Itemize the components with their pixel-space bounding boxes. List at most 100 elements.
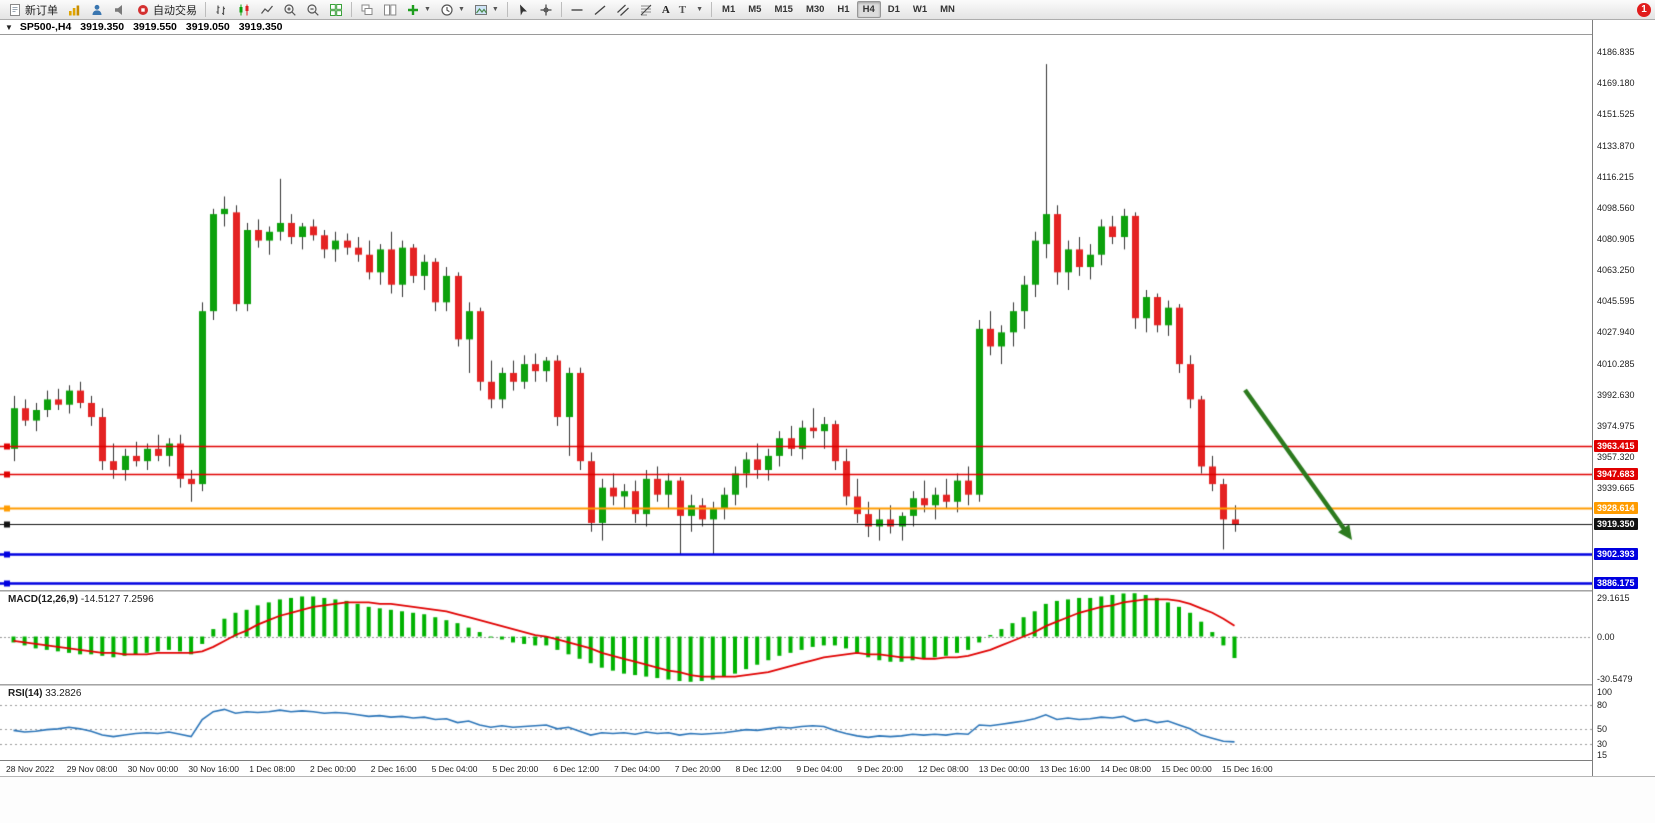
price-axis-tick: 4116.215: [1597, 171, 1634, 182]
trendline-button[interactable]: [589, 1, 611, 19]
price-level-tag[interactable]: 3947.683: [1594, 468, 1638, 481]
line-chart-button[interactable]: [256, 1, 278, 19]
time-axis-label: 9 Dec 04:00: [796, 764, 843, 774]
rsi-value: 33.2826: [45, 688, 82, 699]
zoom-in-button[interactable]: [279, 1, 301, 19]
time-axis-label: 28 Nov 2022: [6, 764, 55, 774]
auto-trading-label: 自动交易: [153, 4, 197, 17]
timeframe-button-mn[interactable]: MN: [934, 1, 961, 18]
time-axis-label: 13 Dec 16:00: [1039, 764, 1091, 774]
chart-window-button[interactable]: [63, 1, 85, 19]
clock-icon: [441, 3, 453, 16]
candlestick-icon: [239, 4, 249, 15]
text-label-button[interactable]: T: [675, 1, 690, 19]
price-axis[interactable]: 4186.835 4169.180 4151.525 4133.870 4116.215…: [1592, 20, 1655, 776]
cascade-windows-button[interactable]: [356, 1, 378, 19]
time-axis-label: 7 Dec 20:00: [674, 764, 721, 774]
chevron-down-icon: ▼: [424, 6, 431, 13]
time-axis-label: 13 Dec 00:00: [978, 764, 1030, 774]
text-button[interactable]: A: [658, 1, 674, 19]
zoom-out-icon: [307, 3, 319, 16]
price-axis-tick: 3992.630: [1597, 389, 1635, 400]
market-watch-button[interactable]: [86, 1, 108, 19]
time-axis-label: 9 Dec 20:00: [857, 764, 904, 774]
bar-chart-button[interactable]: [210, 1, 232, 19]
rsi-indicator-pane[interactable]: [0, 686, 1592, 760]
rsi-header: RSI(14) 33.2826: [6, 688, 84, 699]
new-order-button[interactable]: 新订单: [4, 1, 62, 19]
tile-windows-icon: [330, 3, 342, 16]
macd-scale-label: -30.5479: [1597, 674, 1633, 684]
timeframe-button-h4[interactable]: H4: [856, 1, 881, 18]
tile-vertical-button[interactable]: [379, 1, 401, 19]
macd-header: MACD(12,26,9) -14.5127 7.2596: [6, 594, 156, 605]
timeframe-button-h1[interactable]: H1: [831, 1, 855, 18]
auto-trading-icon: [138, 4, 148, 15]
chevron-down-icon: ▼: [491, 6, 499, 13]
line-chart-icon: [260, 5, 274, 14]
tile-vertical-icon: [384, 4, 397, 15]
time-axis-label: 12 Dec 08:00: [918, 764, 969, 774]
macd-value: -14.5127: [80, 594, 121, 605]
price-level-tag[interactable]: 3928.614: [1594, 501, 1638, 514]
period-button[interactable]: ▼: [436, 1, 469, 19]
close-price: 3919.350: [238, 21, 283, 33]
plus-icon: [408, 4, 418, 15]
new-chart-button[interactable]: ▼: [402, 1, 435, 19]
chart-header: ▼ SP500-,H4 3919.350 3919.550 3919.050 3…: [0, 20, 1592, 35]
high-price: 3919.550: [133, 21, 177, 33]
timeframe-button-d1[interactable]: D1: [882, 1, 906, 18]
main-price-chart[interactable]: [0, 20, 1592, 590]
pane-divider[interactable]: [0, 590, 1655, 592]
price-level-tag[interactable]: 3963.415: [1594, 440, 1638, 453]
price-axis-tick: 4098.560: [1597, 202, 1635, 213]
time-axis-label: 30 Nov 00:00: [127, 764, 179, 774]
timeframe-button-m5[interactable]: M5: [742, 1, 767, 18]
price-axis-tick: 4133.870: [1597, 140, 1635, 151]
tile-windows-button[interactable]: [325, 1, 347, 19]
timeframe-button-m1[interactable]: M1: [716, 1, 741, 18]
chart-window-icon: [69, 5, 80, 15]
cursor-icon: [519, 4, 527, 15]
template-button[interactable]: ▼: [470, 1, 503, 19]
cascade-windows-icon: [361, 4, 373, 15]
price-level-tag[interactable]: 3886.175: [1594, 576, 1638, 589]
timeframe-button-m30[interactable]: M30: [800, 1, 830, 18]
auto-trading-button[interactable]: 自动交易: [132, 1, 201, 19]
time-axis-label: 1 Dec 08:00: [249, 764, 296, 774]
macd-scale-label: 29.1615: [1597, 593, 1630, 603]
zoom-out-button[interactable]: [302, 1, 324, 19]
rsi-label: RSI(14): [8, 688, 43, 699]
pane-divider[interactable]: [0, 684, 1655, 686]
shapes-dropdown-button[interactable]: ▼: [691, 1, 707, 19]
candlestick-chart-button[interactable]: [233, 1, 255, 19]
trendline-icon: [594, 4, 606, 15]
fibonacci-button[interactable]: [635, 1, 657, 19]
macd-label: MACD(12,26,9): [8, 594, 79, 605]
horizontal-line-button[interactable]: [566, 1, 588, 19]
notification-badge[interactable]: 1: [1637, 2, 1651, 17]
bar-chart-icon: [216, 5, 225, 15]
price-level-tag[interactable]: 3919.350: [1594, 518, 1638, 531]
timeframe-button-m15[interactable]: M15: [768, 1, 798, 18]
new-order-icon: [10, 3, 20, 16]
alerts-button[interactable]: [109, 1, 131, 19]
rsi-scale-label: 100: [1597, 687, 1613, 697]
time-axis[interactable]: 28 Nov 2022 29 Nov 08:00 30 Nov 00:00 30 No…: [0, 760, 1592, 776]
template-icon: [474, 4, 487, 15]
price-axis-tick: 3939.665: [1597, 483, 1635, 494]
macd-scale-label: 0.00: [1597, 631, 1615, 642]
expand-triangle-icon[interactable]: ▼: [5, 22, 13, 32]
price-axis-tick: 4063.250: [1597, 265, 1635, 276]
time-axis-label: 5 Dec 04:00: [431, 764, 478, 774]
toolbar-separator: [506, 2, 508, 17]
toolbar-separator: [711, 2, 713, 17]
channel-button[interactable]: [612, 1, 634, 19]
price-axis-tick: 3974.975: [1597, 420, 1635, 431]
price-axis-tick: 4045.595: [1597, 296, 1635, 307]
cursor-button[interactable]: [512, 1, 534, 19]
timeframe-button-w1[interactable]: W1: [907, 1, 933, 18]
macd-indicator-pane[interactable]: [0, 592, 1592, 684]
crosshair-button[interactable]: [535, 1, 557, 19]
price-level-tag[interactable]: 3902.393: [1594, 548, 1638, 560]
